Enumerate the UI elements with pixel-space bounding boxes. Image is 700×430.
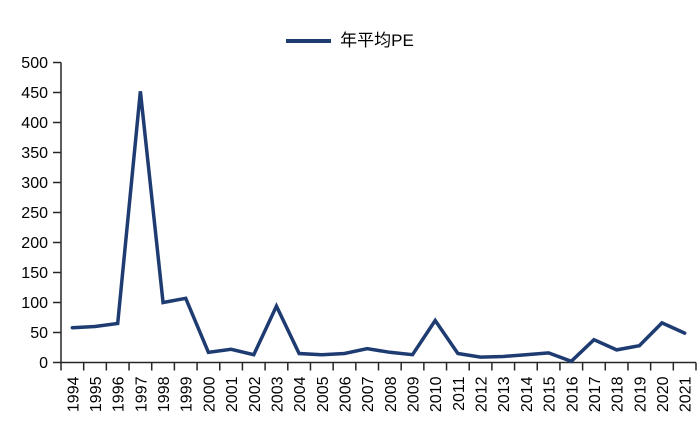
x-tick-label: 2001 (224, 376, 241, 412)
x-tick-label: 2018 (610, 376, 627, 412)
y-tick-label: 300 (21, 175, 48, 192)
y-tick-label: 100 (21, 295, 48, 312)
x-tick-label: 1999 (179, 376, 196, 412)
y-tick-label: 250 (21, 205, 48, 222)
x-tick-label: 2008 (383, 376, 400, 412)
x-tick-label: 2015 (542, 376, 559, 412)
y-tick-label: 150 (21, 265, 48, 282)
x-tick-label: 1995 (88, 376, 105, 412)
x-tick-label: 2020 (655, 376, 672, 412)
x-tick-label: 1996 (111, 376, 128, 412)
y-tick-label: 200 (21, 235, 48, 252)
x-tick-label: 2017 (587, 376, 604, 412)
x-tick-label: 2010 (428, 376, 445, 412)
y-tick-label: 400 (21, 115, 48, 132)
x-tick-label: 1998 (156, 376, 173, 412)
x-tick-label: 2009 (406, 376, 423, 412)
y-tick-label: 0 (39, 355, 48, 372)
x-tick-label: 2013 (496, 376, 513, 412)
x-tick-label: 2021 (678, 376, 695, 412)
series-line-annual-average-pe (70, 91, 687, 364)
x-tick-label: 2016 (564, 376, 581, 412)
y-tick-label: 500 (21, 55, 48, 72)
x-tick-label: 2011 (451, 376, 468, 411)
x-tick-label: 2019 (632, 376, 649, 412)
y-tick-label: 50 (30, 325, 48, 342)
x-tick-label: 2007 (360, 376, 377, 412)
x-tick-label: 2006 (337, 376, 354, 412)
x-tick-label: 2012 (474, 376, 491, 412)
x-tick-label: 1994 (65, 376, 82, 412)
x-tick-label: 2003 (269, 376, 286, 412)
x-tick-label: 2004 (292, 376, 309, 412)
x-tick-label: 2002 (247, 376, 264, 412)
y-tick-label: 350 (21, 145, 48, 162)
x-tick-label: 2014 (519, 376, 536, 412)
y-tick-label: 450 (21, 85, 48, 102)
x-tick-label: 2000 (201, 376, 218, 412)
x-tick-label: 2005 (315, 376, 332, 412)
x-tick-label: 1997 (133, 376, 150, 412)
